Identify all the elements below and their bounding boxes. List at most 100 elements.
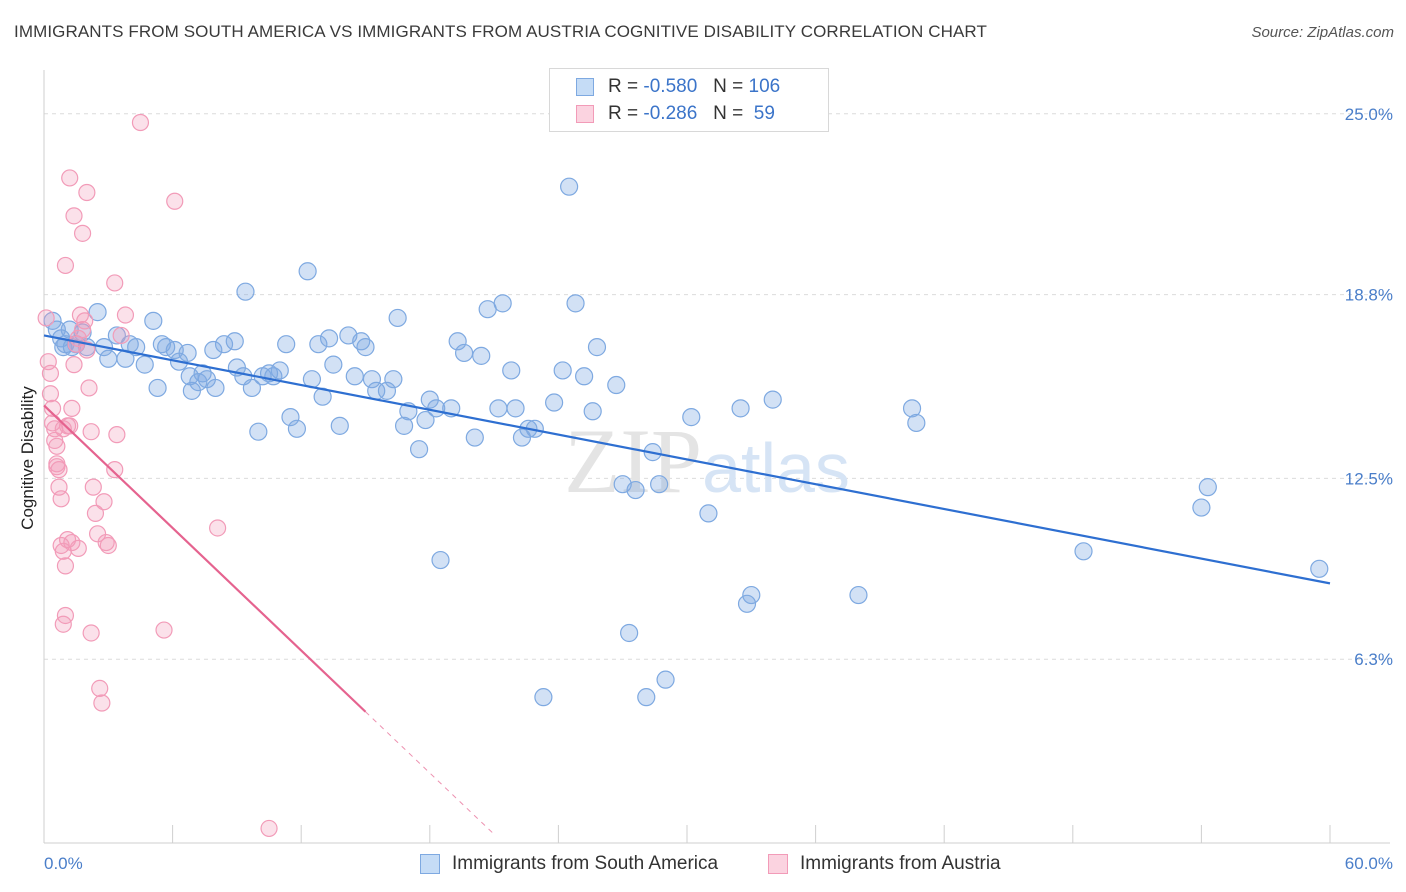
point-austria bbox=[78, 183, 96, 202]
point-austria bbox=[48, 458, 66, 476]
n-label: N = bbox=[713, 76, 744, 97]
x-tick-label: 0.0% bbox=[44, 854, 83, 873]
point-south-america bbox=[699, 504, 718, 523]
point-south-america bbox=[225, 332, 244, 351]
point-austria bbox=[260, 819, 278, 838]
point-south-america bbox=[502, 361, 521, 380]
point-south-america bbox=[626, 480, 645, 500]
point-south-america bbox=[88, 303, 107, 322]
series-south-america bbox=[43, 177, 1329, 707]
point-south-america bbox=[409, 440, 429, 459]
tick-labels: 6.3% 12.5% 18.8% 25.0% 0.0% 60.0% bbox=[44, 105, 1393, 873]
point-south-america bbox=[1074, 542, 1093, 561]
point-austria bbox=[65, 356, 83, 374]
point-south-america bbox=[277, 335, 296, 354]
point-south-america bbox=[1192, 498, 1211, 517]
y-tick-label: 12.5% bbox=[1345, 469, 1393, 488]
swatch-south-america bbox=[576, 78, 594, 96]
point-austria bbox=[106, 461, 124, 479]
point-south-america bbox=[319, 329, 339, 348]
point-south-america bbox=[465, 428, 484, 447]
point-south-america bbox=[1198, 478, 1217, 497]
y-tick-label: 18.8% bbox=[1345, 286, 1393, 305]
point-south-america bbox=[583, 402, 602, 421]
point-south-america bbox=[566, 294, 585, 313]
point-austria bbox=[106, 274, 124, 292]
point-austria bbox=[131, 113, 150, 132]
point-south-america bbox=[534, 688, 553, 707]
point-austria bbox=[63, 399, 81, 417]
point-austria bbox=[54, 420, 72, 438]
point-south-america bbox=[737, 594, 757, 613]
point-south-america bbox=[206, 378, 225, 398]
point-austria bbox=[43, 399, 62, 417]
point-south-america bbox=[249, 422, 268, 441]
source-label: Source: ZipAtlas.com bbox=[1251, 24, 1394, 41]
y-axis-label: Cognitive Disability bbox=[18, 386, 37, 530]
point-austria bbox=[93, 694, 111, 712]
point-austria bbox=[69, 539, 87, 557]
point-south-america bbox=[472, 346, 491, 365]
point-south-america bbox=[345, 367, 364, 386]
point-austria bbox=[82, 423, 100, 441]
stats-legend: R = -0.580 N = 106 R = -0.286 N = 59 bbox=[549, 68, 829, 132]
point-south-america bbox=[309, 335, 328, 354]
r-label: R = bbox=[608, 103, 639, 124]
point-south-america bbox=[377, 381, 397, 400]
x-tick-label: 60.0% bbox=[1345, 854, 1393, 873]
point-south-america bbox=[849, 585, 868, 605]
point-south-america bbox=[178, 343, 197, 363]
point-south-america bbox=[388, 308, 407, 328]
point-austria bbox=[84, 478, 102, 496]
point-south-america bbox=[553, 361, 572, 380]
point-austria bbox=[56, 557, 75, 575]
point-south-america bbox=[144, 311, 163, 330]
point-south-america bbox=[204, 340, 223, 360]
point-south-america bbox=[287, 419, 307, 438]
point-south-america bbox=[242, 378, 262, 398]
point-austria bbox=[52, 490, 70, 508]
point-austria bbox=[116, 306, 135, 324]
point-austria bbox=[112, 326, 130, 345]
point-austria bbox=[50, 461, 68, 479]
point-south-america bbox=[270, 361, 289, 380]
point-austria bbox=[76, 312, 94, 330]
point-austria bbox=[82, 624, 100, 642]
series-austria bbox=[37, 113, 278, 838]
point-austria bbox=[86, 504, 105, 522]
point-south-america bbox=[394, 416, 414, 435]
point-austria bbox=[99, 536, 117, 555]
point-south-america bbox=[493, 294, 512, 313]
watermark: ZIPatlas bbox=[564, 410, 850, 512]
trend-line-austria bbox=[43, 404, 367, 713]
point-south-america bbox=[281, 408, 300, 427]
point-south-america bbox=[324, 355, 343, 374]
point-austria bbox=[78, 341, 96, 359]
point-south-america bbox=[236, 282, 255, 301]
point-south-america bbox=[682, 408, 701, 427]
point-austria bbox=[56, 256, 75, 275]
point-austria bbox=[166, 192, 184, 210]
swatch-austria bbox=[576, 105, 594, 123]
grid-lines bbox=[44, 113, 1390, 660]
point-austria bbox=[73, 224, 92, 242]
n-value: 59 bbox=[753, 103, 775, 124]
point-austria bbox=[108, 426, 126, 444]
point-austria bbox=[97, 533, 115, 552]
point-south-america bbox=[656, 670, 675, 689]
legend-swatch-austria bbox=[768, 854, 788, 874]
point-south-america bbox=[489, 399, 508, 418]
y-tick-label: 6.3% bbox=[1354, 650, 1393, 669]
point-south-america bbox=[356, 338, 375, 357]
point-south-america bbox=[731, 399, 750, 418]
point-south-america bbox=[454, 343, 474, 363]
point-austria bbox=[61, 169, 79, 187]
point-austria bbox=[91, 679, 109, 698]
point-south-america bbox=[362, 370, 382, 389]
point-south-america bbox=[763, 390, 782, 409]
point-south-america bbox=[214, 335, 234, 354]
point-south-america bbox=[607, 375, 626, 395]
legend-label-south-america: Immigrants from South America bbox=[452, 853, 719, 874]
point-austria bbox=[88, 525, 107, 543]
trend-line-south-america bbox=[43, 334, 1331, 585]
